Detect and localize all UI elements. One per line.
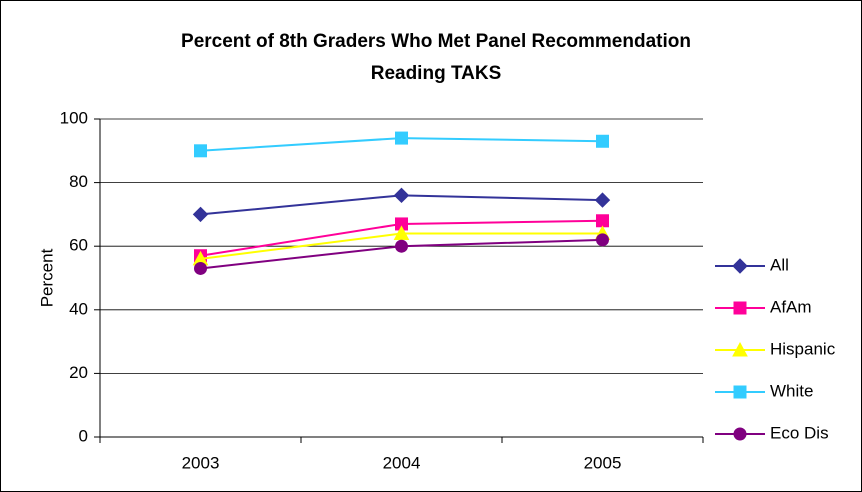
- marker: [596, 214, 609, 228]
- marker: [192, 206, 209, 223]
- marker: [393, 187, 410, 204]
- legend-label: White: [770, 381, 813, 400]
- chart-subtitle: Reading TAKS: [371, 63, 502, 84]
- chart-title: Percent of 8th Graders Who Met Panel Rec…: [181, 31, 691, 52]
- y-tick-label: 0: [79, 426, 88, 445]
- marker: [395, 239, 408, 253]
- legend-label: AfAm: [770, 297, 812, 316]
- legend-label: All: [770, 255, 789, 274]
- marker: [596, 233, 609, 247]
- marker: [194, 144, 207, 158]
- legend-label: Hispanic: [770, 339, 836, 358]
- x-tick-label: 2005: [584, 453, 622, 472]
- legend-marker: [733, 427, 747, 441]
- marker: [395, 131, 408, 145]
- y-axis-label: Percent: [37, 248, 56, 307]
- x-tick-label: 2003: [182, 453, 220, 472]
- legend-marker: [732, 258, 748, 274]
- legend-marker: [733, 301, 747, 315]
- y-tick-label: 100: [60, 108, 88, 127]
- y-tick-label: 40: [69, 299, 88, 318]
- legend-marker: [733, 385, 747, 399]
- marker: [594, 192, 611, 208]
- x-tick-label: 2004: [383, 453, 421, 472]
- y-tick-label: 60: [69, 236, 88, 255]
- y-tick-label: 20: [69, 363, 88, 382]
- marker: [596, 134, 609, 148]
- y-tick-label: 80: [69, 172, 88, 191]
- legend-marker: [732, 341, 748, 357]
- marker: [393, 225, 410, 240]
- marker: [194, 261, 207, 275]
- legend-label: Eco Dis: [770, 423, 829, 442]
